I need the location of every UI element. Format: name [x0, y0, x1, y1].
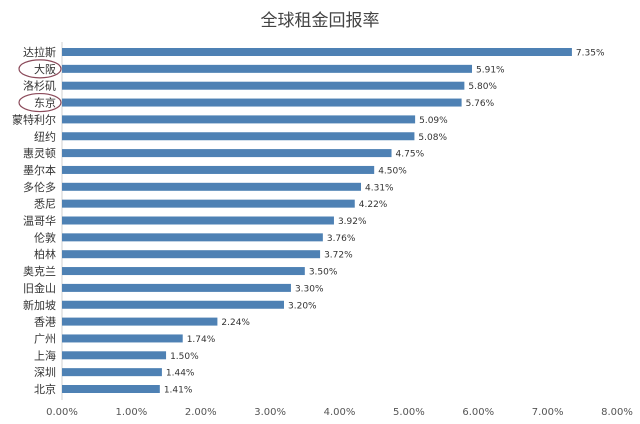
bar[interactable] [62, 81, 465, 90]
category-label: 多伦多 [23, 180, 56, 194]
category-label: 新加坡 [23, 298, 56, 312]
bar[interactable] [62, 182, 362, 191]
value-label: 2.24% [221, 318, 250, 328]
value-label: 5.08% [418, 133, 447, 143]
category-label: 大阪 [34, 62, 56, 76]
bar[interactable] [62, 334, 183, 343]
x-tick-label: 1.00% [115, 407, 147, 418]
value-label: 3.72% [324, 251, 353, 261]
value-label: 7.35% [576, 49, 605, 59]
value-label: 1.44% [166, 369, 195, 379]
bar[interactable] [62, 199, 355, 208]
value-label: 1.74% [187, 335, 216, 345]
bar[interactable] [62, 132, 415, 141]
bar[interactable] [62, 115, 416, 124]
category-label: 深圳 [34, 366, 56, 379]
value-label: 4.22% [359, 200, 388, 210]
bar[interactable] [62, 149, 392, 158]
category-label: 惠灵顿 [23, 146, 56, 160]
value-label: 5.09% [419, 116, 448, 126]
bar[interactable] [62, 283, 291, 292]
category-label: 墨尔本 [23, 163, 56, 177]
bar[interactable] [62, 317, 218, 326]
bar[interactable] [62, 385, 160, 393]
highlight-circle [18, 59, 62, 79]
x-tick-label: 2.00% [185, 407, 217, 418]
category-label: 洛杉矶 [23, 79, 56, 93]
category-label: 柏林 [34, 247, 56, 261]
x-tick-label: 7.00% [532, 407, 564, 418]
category-label: 达拉斯 [23, 45, 56, 59]
category-label: 伦敦 [34, 230, 56, 244]
x-tick-label: 8.00% [601, 407, 633, 418]
value-label: 4.50% [378, 166, 407, 176]
value-label: 3.92% [338, 217, 367, 227]
category-label: 蒙特利尔 [12, 112, 56, 126]
x-tick-label: 5.00% [393, 407, 425, 418]
chart-title: 全球租金回报率 [260, 11, 380, 31]
category-label: 北京 [34, 382, 56, 396]
x-tick-label: 4.00% [324, 407, 356, 418]
bar[interactable] [62, 64, 473, 73]
x-tick-label: 6.00% [462, 407, 494, 418]
bar[interactable] [62, 351, 167, 360]
category-label: 广州 [34, 332, 56, 345]
x-tick-label: 3.00% [254, 407, 286, 418]
value-label: 1.50% [170, 352, 199, 362]
category-label: 上海 [34, 348, 56, 362]
category-label: 香港 [34, 316, 56, 329]
value-label: 3.30% [295, 284, 324, 294]
value-label: 5.80% [468, 82, 497, 92]
highlight-circle [18, 92, 62, 113]
category-label: 东京 [34, 96, 56, 110]
bar[interactable] [62, 48, 572, 56]
category-label: 纽约 [34, 129, 56, 143]
bar[interactable] [62, 98, 462, 107]
bar[interactable] [62, 165, 375, 174]
category-label: 旧金山 [23, 281, 56, 295]
value-label: 3.20% [288, 301, 317, 311]
category-label: 悉尼 [34, 198, 56, 211]
value-label: 3.50% [309, 268, 338, 278]
bar[interactable] [62, 250, 321, 259]
value-label: 5.76% [466, 99, 495, 109]
category-label: 奥克兰 [23, 264, 56, 278]
value-label: 1.41% [164, 386, 193, 396]
bar[interactable] [62, 267, 305, 276]
value-label: 4.31% [365, 183, 394, 193]
bar[interactable] [62, 300, 284, 309]
category-label: 温哥华 [23, 214, 56, 228]
bar[interactable] [62, 368, 162, 377]
x-tick-label: 0.00% [46, 407, 78, 418]
bar[interactable] [62, 233, 323, 242]
value-label: 5.91% [476, 65, 505, 75]
value-label: 3.76% [327, 234, 356, 244]
bar[interactable] [62, 216, 334, 225]
value-label: 4.75% [396, 150, 425, 160]
